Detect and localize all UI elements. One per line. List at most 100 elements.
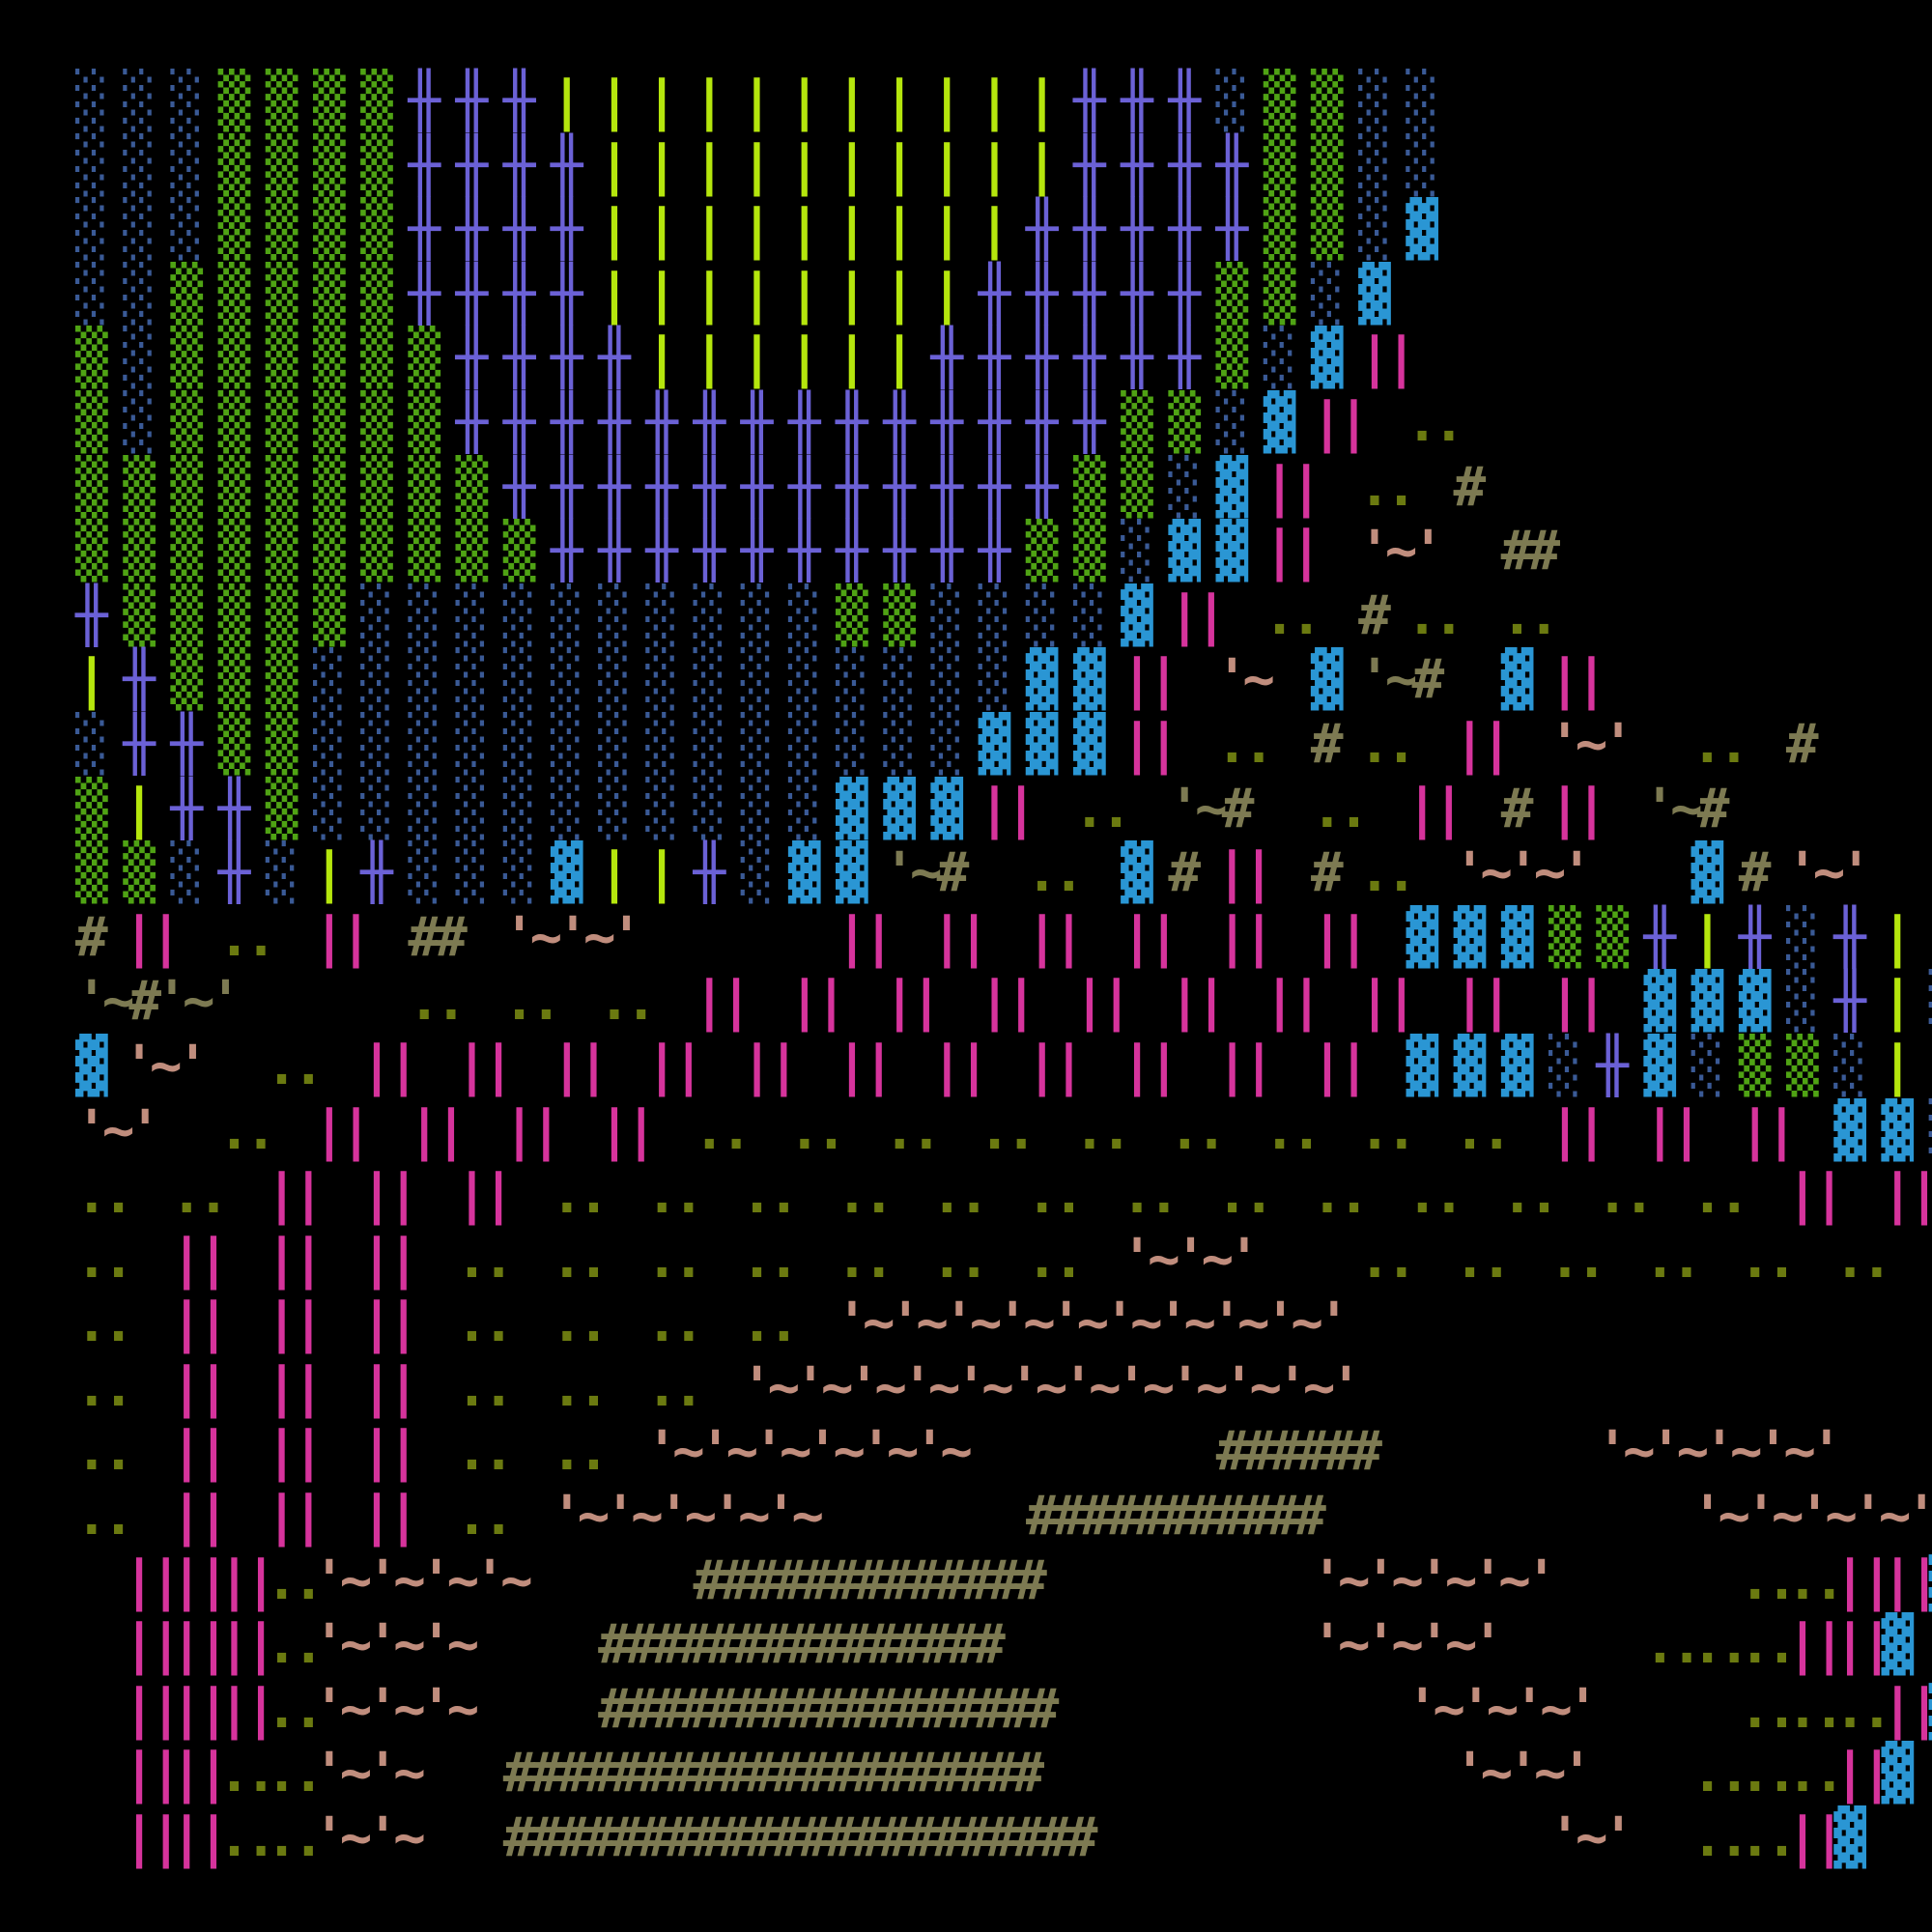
ascii-cell: ╫ <box>1168 198 1202 262</box>
ascii-cell: ╫ <box>930 327 964 390</box>
ascii-cell: | <box>740 133 774 197</box>
ascii-cell: # <box>1310 841 1344 905</box>
ascii-cell: ▒ <box>408 520 441 583</box>
ascii-cell: ░ <box>170 70 204 132</box>
ascii-cell: || <box>265 1227 325 1291</box>
ascii-cell: || <box>265 1163 325 1227</box>
ascii-cell: | <box>693 133 726 197</box>
ascii-cell: .. <box>550 1420 610 1484</box>
ascii-cell: || <box>1310 390 1370 454</box>
ascii-cell: ▓ <box>1881 1613 1915 1677</box>
ascii-cell: | <box>930 70 964 132</box>
ascii-cell: ╫ <box>930 455 964 519</box>
ascii-cell: ░ <box>645 712 678 776</box>
ascii-cell: || <box>1406 777 1464 840</box>
ascii-cell: ░ <box>787 777 821 840</box>
ascii-cell: ▓ <box>1263 390 1296 454</box>
ascii-cell: ╫ <box>502 262 536 326</box>
ascii-cell: ╫ <box>693 390 726 454</box>
ascii-cell: ░ <box>883 648 916 712</box>
ascii-cell: || <box>502 1098 562 1162</box>
ascii-art-row: .. || || ||.............. '~'~'.............… <box>75 1228 1932 1293</box>
ascii-cell: ▒ <box>123 455 156 519</box>
ascii-cell: ▒ <box>217 133 251 197</box>
ascii-cell: ░ <box>645 583 678 647</box>
ascii-cell: .. <box>1786 1742 1845 1805</box>
ascii-cell: ╫ <box>836 390 868 454</box>
ascii-cell: | <box>693 70 726 132</box>
ascii-cell: || <box>740 1034 800 1097</box>
ascii-cell: ░ <box>645 648 678 712</box>
ascii-cell: || <box>1168 970 1228 1034</box>
ascii-cell: ░ <box>1358 70 1391 132</box>
ascii-cell: .. <box>1738 1742 1798 1805</box>
ascii-cell: | <box>645 198 678 262</box>
ascii-cell <box>1881 1292 1928 1356</box>
ascii-cell: ╫ <box>455 327 489 390</box>
ascii-cell: | <box>836 327 868 390</box>
ascii-cell: '~'~' <box>1121 1227 1261 1291</box>
ascii-cell: | <box>1025 70 1059 132</box>
ascii-cell <box>1786 1292 1833 1356</box>
ascii-cell: ╫ <box>502 390 536 454</box>
ascii-cell: ▒ <box>1785 1034 1819 1097</box>
ascii-cell: ▒ <box>217 455 251 519</box>
ascii-cell: ░ <box>740 648 774 712</box>
ascii-cell: .. <box>645 1355 704 1419</box>
ascii-cell: ╫ <box>1168 70 1202 132</box>
ascii-cell: || <box>1881 1677 1932 1741</box>
ascii-cell: | <box>836 262 868 326</box>
ascii-cell: || <box>408 1098 467 1162</box>
ascii-cell <box>1596 584 1643 649</box>
ascii-cell <box>75 1549 123 1614</box>
ascii-cell: ▓ <box>1453 905 1487 969</box>
ascii-cell: ░ <box>836 712 868 776</box>
ascii-cell: ╫ <box>693 455 726 519</box>
ascii-cell: || <box>123 1806 182 1870</box>
ascii-cell: ╫ <box>930 520 964 583</box>
ascii-cell: || <box>217 1548 277 1612</box>
ascii-art-row: ▓'~'..||||||||||||||||||||||▓▓▓░╫▓░▒▒░||… <box>75 1035 1932 1099</box>
ascii-cell <box>75 1613 123 1678</box>
ascii-cell: .. <box>265 1034 325 1097</box>
ascii-cell: ▒ <box>455 455 489 519</box>
ascii-cell: ▒ <box>408 390 441 454</box>
ascii-cell: .. <box>1738 1227 1798 1291</box>
ascii-cell: ▓ <box>787 841 821 905</box>
ascii-cell: || <box>930 905 990 969</box>
ascii-cell <box>1596 520 1643 584</box>
ascii-cell: ░ <box>740 841 774 905</box>
ascii-cell: .. <box>1311 1163 1370 1227</box>
ascii-cell: ░ <box>598 712 631 776</box>
ascii-cell: || <box>265 1485 325 1548</box>
ascii-cell: '~' <box>1785 841 1872 905</box>
ascii-cell: ▒ <box>1168 390 1202 454</box>
ascii-cell: ▓ <box>1168 520 1202 583</box>
ascii-art-row: ▒ ▒ ░ ╫ ░ | ╫ ░ ░ ░ ▓ | | ╫ ░ ▓ ▓ '~#.. ▓ # || #.. '~'~' ▓ # '~' <box>75 841 1932 906</box>
ascii-cell: # <box>1785 712 1819 776</box>
ascii-cell: ▒ <box>360 520 393 583</box>
ascii-cell: ▓ <box>1072 712 1106 776</box>
ascii-cell: ▓ <box>1025 648 1059 712</box>
ascii-art-row: ░ ░ ▒ ▒ ▒ ▒ ▒ ╫ ╫ ╫ ╫ | | | | | | | | ╫ ╫ ╫ ╫ ╫ ▒ ▒ ░ ▓ <box>75 263 1932 327</box>
ascii-cell: ▓ <box>1215 455 1249 519</box>
ascii-cell: ░ <box>693 583 726 647</box>
ascii-cell: ░ <box>930 648 964 712</box>
ascii-art-row: .. || || ||.. '~'~'~'~'~ ########### '~'~'~'~… <box>75 1485 1932 1549</box>
ascii-cell <box>1644 1485 1691 1549</box>
ascii-cell: ▒ <box>123 841 156 905</box>
ascii-art-row: ░ ╫ ╫ ▒ ▒ ░ ░ ░ ░ ░ ░ ░ ░ ░ ░ ░ ░ ░ ░ ▓ ▓ ▓ ||.. #.. || '~'.. # <box>75 713 1932 778</box>
ascii-cell: || <box>1548 648 1607 712</box>
ascii-cell: ╫ <box>408 70 441 132</box>
ascii-cell: ▒ <box>312 520 346 583</box>
ascii-cell: .. <box>978 1098 1037 1162</box>
ascii-cell: '~'~' <box>502 905 643 969</box>
ascii-cell: ▒ <box>217 198 251 262</box>
ascii-cell: || <box>123 1677 182 1741</box>
ascii-cell: ░ <box>123 198 156 262</box>
ascii-cell: ▒ <box>1215 327 1249 390</box>
ascii-cell: .. <box>217 1806 277 1870</box>
ascii-cell: ░ <box>408 712 441 776</box>
ascii-cell: || <box>1121 905 1179 969</box>
